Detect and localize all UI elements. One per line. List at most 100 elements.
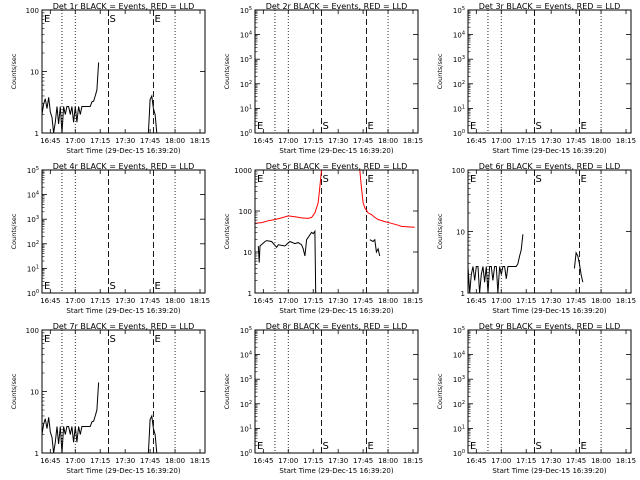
- marker-label-e: E: [470, 441, 476, 452]
- x-tick-label: 17:00: [278, 297, 298, 305]
- x-tick-label: 16:45: [253, 297, 273, 305]
- y-axis-label: Counts/sec: [223, 53, 231, 89]
- x-axis-label: Start Time (29-Dec-15 16:39:20): [279, 467, 393, 475]
- x-tick-label: 18:15: [403, 297, 423, 305]
- y-tick-label: 100: [453, 129, 465, 138]
- marker-label-s: S: [536, 121, 542, 132]
- y-axis-label: Counts/sec: [10, 53, 18, 89]
- panel-det-9: Det 9r BLACK = Events, RED = LLD E S E 16:45…: [436, 322, 636, 475]
- y-tick-label: 1: [35, 450, 39, 458]
- x-tick-label: 17:00: [278, 137, 298, 145]
- x-tick-label: 18:00: [165, 137, 185, 145]
- plot-frame: [41, 9, 206, 134]
- x-tick-label: 16:45: [40, 457, 60, 465]
- panel-title: Det 4r BLACK = Events, RED = LLD: [53, 162, 195, 171]
- x-tick-label: 18:15: [190, 457, 210, 465]
- y-tick-label: 100: [26, 327, 39, 335]
- x-tick-label: 17:30: [115, 457, 135, 465]
- marker-label-e: E: [257, 174, 263, 185]
- y-tick-label: 100: [27, 289, 39, 298]
- marker-label-e: E: [257, 441, 263, 452]
- plot-frame: [41, 169, 206, 294]
- x-tick-label: 18:00: [378, 457, 398, 465]
- y-tick-label: 103: [453, 55, 465, 64]
- y-tick-label: 104: [453, 31, 465, 40]
- events-series-segment-0: [41, 62, 100, 134]
- x-tick-label: 17:15: [516, 457, 536, 465]
- x-tick-label: 17:15: [303, 457, 323, 465]
- marker-label-s: S: [323, 174, 329, 185]
- x-tick-label: 17:15: [90, 457, 110, 465]
- y-tick-label: 104: [27, 191, 39, 200]
- x-tick-label: 18:00: [591, 457, 611, 465]
- x-axis-label: Start Time (29-Dec-15 16:39:20): [66, 147, 180, 155]
- x-tick-label: 18:00: [591, 137, 611, 145]
- y-tick-label: 104: [240, 351, 252, 360]
- x-tick-label: 17:30: [541, 297, 561, 305]
- x-tick-label: 17:15: [90, 137, 110, 145]
- marker-label-e: E: [367, 174, 373, 185]
- x-tick-label: 18:15: [190, 297, 210, 305]
- plot-frame: [41, 329, 206, 454]
- events-series-segment-1: [147, 94, 158, 134]
- marker-label-e: E: [580, 441, 586, 452]
- y-tick-label: 103: [27, 215, 39, 224]
- x-tick-label: 17:15: [303, 137, 323, 145]
- x-tick-label: 17:00: [491, 297, 511, 305]
- panel-title: Det 1r BLACK = Events, RED = LLD: [53, 2, 195, 11]
- x-tick-label: 17:00: [491, 137, 511, 145]
- y-tick-label: 105: [240, 326, 252, 335]
- marker-label-s: S: [110, 14, 116, 25]
- y-tick-label: 1: [248, 290, 252, 298]
- x-tick-label: 18:00: [591, 297, 611, 305]
- plot-frame: [254, 9, 419, 134]
- y-tick-label: 10: [30, 389, 39, 397]
- x-tick-label: 18:15: [616, 457, 636, 465]
- x-tick-label: 17:45: [140, 297, 160, 305]
- y-tick-label: 101: [240, 424, 252, 433]
- panel-title: Det 2r BLACK = Events, RED = LLD: [266, 2, 408, 11]
- panel-title: Det 8r BLACK = Events, RED = LLD: [266, 322, 408, 331]
- panel-det-4: Det 4r BLACK = Events, RED = LLD E S E 16:45…: [10, 162, 210, 315]
- marker-label-e: E: [580, 121, 586, 132]
- x-axis-label: Start Time (29-Dec-15 16:39:20): [279, 147, 393, 155]
- panel-title: Det 6r BLACK = Events, RED = LLD: [479, 162, 621, 171]
- y-tick-label: 10: [243, 249, 252, 257]
- x-axis-label: Start Time (29-Dec-15 16:39:20): [279, 307, 393, 315]
- marker-label-e: E: [44, 281, 50, 292]
- y-tick-label: 101: [240, 104, 252, 113]
- y-tick-label: 104: [453, 351, 465, 360]
- events-series-segment-0: [41, 382, 100, 454]
- x-tick-label: 17:15: [90, 297, 110, 305]
- x-tick-label: 17:00: [65, 457, 85, 465]
- x-tick-label: 17:30: [115, 137, 135, 145]
- y-axis-label: Counts/sec: [10, 373, 18, 409]
- events-series-segment-0: [467, 234, 524, 294]
- marker-label-e: E: [367, 121, 373, 132]
- y-tick-label: 103: [240, 55, 252, 64]
- y-tick-label: 100: [240, 449, 252, 458]
- x-tick-label: 17:15: [516, 297, 536, 305]
- x-tick-label: 16:45: [253, 457, 273, 465]
- y-tick-label: 100: [239, 208, 252, 216]
- x-tick-label: 17:15: [516, 137, 536, 145]
- y-tick-label: 105: [453, 6, 465, 15]
- y-axis-label: Counts/sec: [436, 373, 444, 409]
- x-tick-label: 17:15: [303, 297, 323, 305]
- marker-label-e: E: [470, 174, 476, 185]
- x-tick-label: 18:15: [190, 137, 210, 145]
- lld-series-segment-1: [359, 169, 415, 228]
- x-tick-label: 17:30: [328, 137, 348, 145]
- x-tick-label: 18:15: [616, 297, 636, 305]
- x-tick-label: 18:15: [616, 137, 636, 145]
- plot-frame: [254, 169, 419, 294]
- y-tick-label: 102: [240, 80, 252, 89]
- panel-det-2: Det 2r BLACK = Events, RED = LLD E S E 16:45…: [223, 2, 423, 155]
- x-tick-label: 17:30: [115, 297, 135, 305]
- plot-frame: [467, 9, 632, 134]
- x-tick-label: 17:00: [491, 457, 511, 465]
- y-tick-label: 103: [453, 375, 465, 384]
